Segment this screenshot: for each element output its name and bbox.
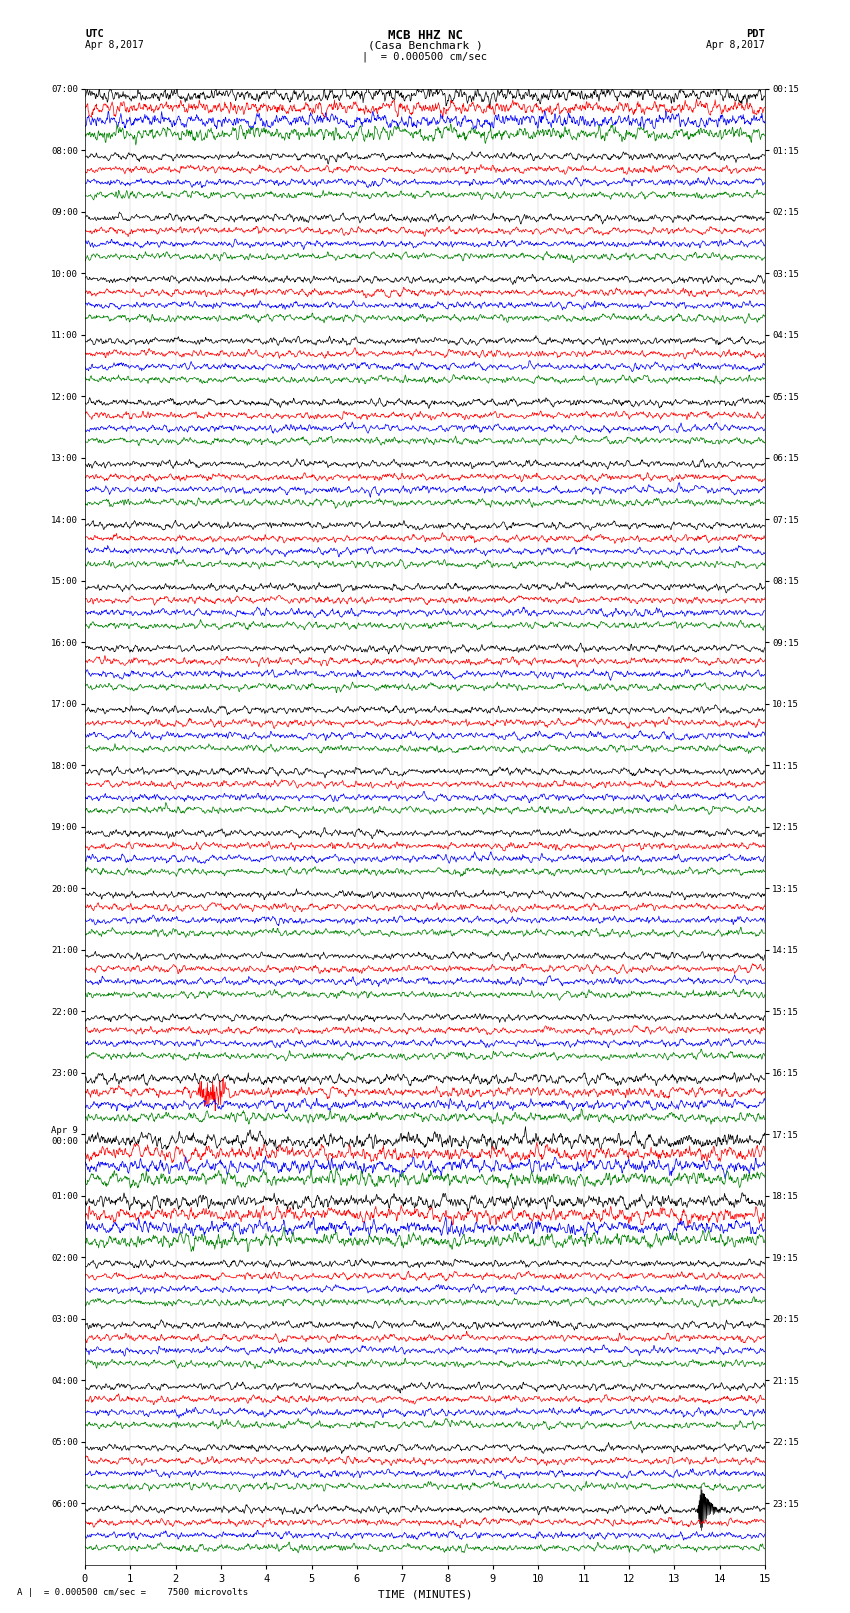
- Text: A |  = 0.000500 cm/sec =    7500 microvolts: A | = 0.000500 cm/sec = 7500 microvolts: [17, 1587, 248, 1597]
- Text: MCB HHZ NC: MCB HHZ NC: [388, 29, 462, 42]
- X-axis label: TIME (MINUTES): TIME (MINUTES): [377, 1589, 473, 1598]
- Text: Apr 8,2017: Apr 8,2017: [85, 40, 144, 50]
- Text: PDT: PDT: [746, 29, 765, 39]
- Text: Apr 8,2017: Apr 8,2017: [706, 40, 765, 50]
- Text: UTC: UTC: [85, 29, 104, 39]
- Text: |  = 0.000500 cm/sec: | = 0.000500 cm/sec: [362, 52, 488, 63]
- Text: (Casa Benchmark ): (Casa Benchmark ): [367, 40, 483, 50]
